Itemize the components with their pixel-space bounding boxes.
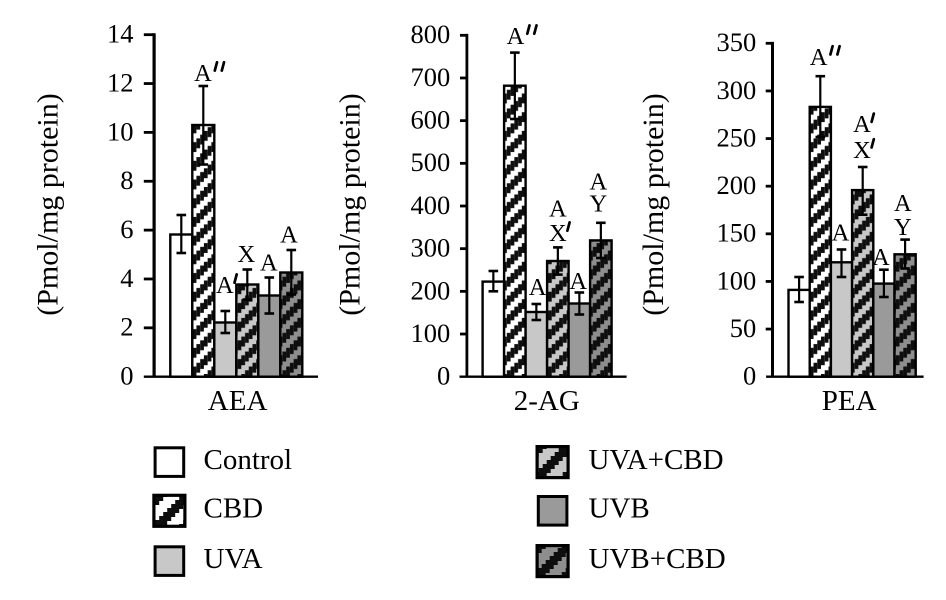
svg-text:0: 0 — [120, 361, 133, 391]
svg-text:A: A — [894, 190, 912, 217]
svg-text:800: 800 — [411, 19, 451, 49]
svg-text:A: A — [280, 222, 298, 249]
svg-text:100: 100 — [411, 318, 451, 348]
svg-text:2-AG: 2-AG — [514, 385, 580, 417]
svg-text:AEA: AEA — [208, 385, 268, 417]
svg-text:150: 150 — [717, 218, 757, 248]
svg-text:0: 0 — [743, 361, 756, 391]
svg-text:700: 700 — [411, 62, 451, 92]
svg-text:12: 12 — [107, 67, 134, 97]
svg-text:A: A — [549, 196, 567, 223]
svg-text:Control: Control — [204, 444, 293, 476]
svg-text:200: 200 — [411, 275, 451, 305]
svg-text:A: A — [569, 268, 587, 295]
svg-text:A: A — [260, 250, 278, 277]
svg-text:UVA+CBD: UVA+CBD — [589, 444, 724, 476]
svg-text:X: X — [549, 220, 567, 247]
svg-text:300: 300 — [411, 233, 451, 263]
svg-text:(Pmol/mg protein): (Pmol/mg protein) — [334, 93, 367, 315]
svg-text:50: 50 — [730, 313, 757, 343]
svg-text:A: A — [507, 23, 525, 50]
svg-text:100: 100 — [717, 265, 757, 295]
svg-text:(Pmol/mg protein): (Pmol/mg protein) — [31, 93, 64, 315]
svg-text:400: 400 — [411, 190, 451, 220]
svg-text:200: 200 — [717, 170, 757, 200]
svg-text:CBD: CBD — [204, 493, 264, 525]
svg-text:A: A — [853, 111, 871, 138]
svg-text:4: 4 — [120, 263, 133, 293]
svg-text:0: 0 — [437, 361, 450, 391]
svg-text:PEA: PEA — [822, 385, 877, 417]
svg-text:A: A — [810, 44, 828, 71]
svg-text:A: A — [872, 244, 890, 271]
svg-text:X: X — [853, 137, 871, 164]
svg-text:X: X — [237, 241, 255, 268]
svg-text:350: 350 — [717, 27, 757, 57]
svg-text:A: A — [832, 219, 850, 246]
svg-text:14: 14 — [107, 19, 134, 49]
svg-text:A: A — [589, 168, 607, 195]
svg-text:500: 500 — [411, 147, 451, 177]
svg-text:UVA: UVA — [204, 543, 263, 575]
svg-text:10: 10 — [107, 116, 134, 146]
svg-text:A: A — [194, 60, 212, 87]
svg-text:8: 8 — [120, 165, 133, 195]
svg-text:300: 300 — [717, 75, 757, 105]
svg-text:UVB+CBD: UVB+CBD — [589, 543, 726, 575]
svg-text:2: 2 — [120, 312, 133, 342]
svg-text:A: A — [216, 272, 234, 299]
svg-text:UVB: UVB — [589, 493, 650, 525]
svg-text:6: 6 — [120, 214, 133, 244]
svg-text:Y: Y — [589, 190, 607, 217]
svg-text:250: 250 — [717, 122, 757, 152]
svg-text:Y: Y — [894, 214, 912, 241]
svg-text:(Pmol/mg protein): (Pmol/mg protein) — [637, 93, 670, 315]
svg-text:A: A — [529, 274, 547, 301]
svg-text:600: 600 — [411, 105, 451, 135]
